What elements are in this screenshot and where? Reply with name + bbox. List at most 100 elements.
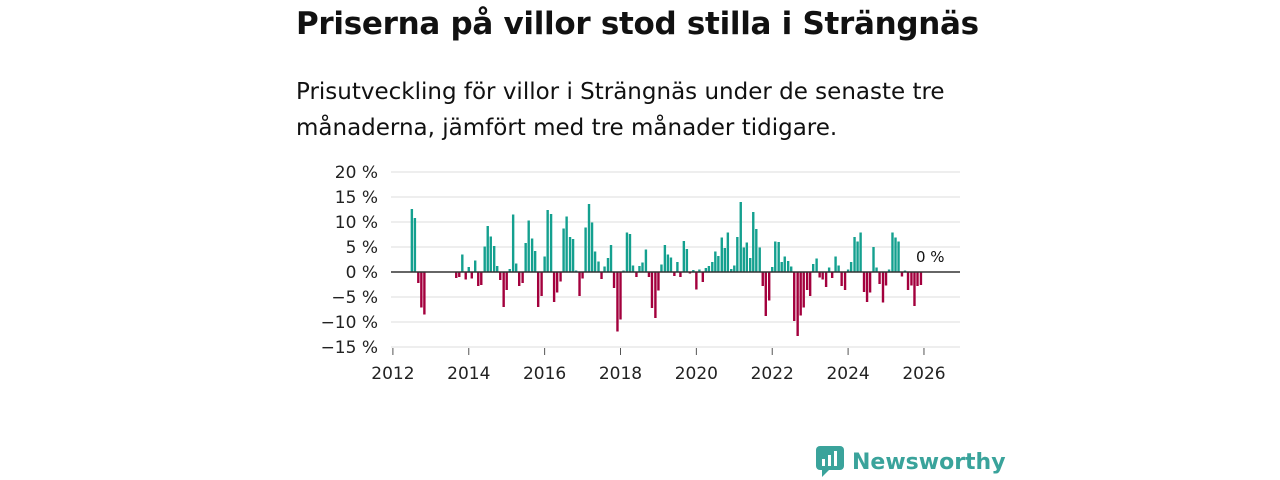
bar bbox=[685, 249, 689, 272]
bar bbox=[897, 241, 900, 272]
bar bbox=[609, 245, 613, 272]
bar bbox=[474, 260, 477, 272]
bar bbox=[916, 272, 919, 286]
bar bbox=[704, 268, 708, 272]
bar bbox=[891, 232, 894, 272]
bar bbox=[878, 272, 881, 284]
bar bbox=[631, 265, 635, 272]
y-tick-label: 20 % bbox=[335, 163, 378, 183]
bar bbox=[761, 272, 764, 286]
bar bbox=[420, 272, 423, 308]
bar bbox=[790, 266, 793, 272]
bar bbox=[865, 272, 869, 302]
bar bbox=[533, 251, 537, 272]
bar bbox=[824, 272, 828, 287]
bar bbox=[584, 227, 587, 272]
bar bbox=[868, 272, 872, 293]
bar bbox=[467, 267, 470, 272]
bar bbox=[793, 272, 796, 321]
bar bbox=[410, 209, 414, 272]
bar bbox=[682, 241, 686, 272]
bar bbox=[884, 272, 888, 286]
bar bbox=[496, 266, 499, 272]
bar bbox=[771, 267, 774, 272]
latest-value-label: 0 % bbox=[916, 248, 945, 266]
bar bbox=[872, 247, 875, 272]
bar bbox=[755, 229, 758, 272]
bar bbox=[502, 272, 505, 307]
bar bbox=[717, 256, 720, 272]
bar bbox=[521, 272, 524, 283]
price-change-bar-chart: 20 % 15 % 10 % 5 % 0 % −5 % −10 % −15 % 2012 2014… bbox=[321, 163, 960, 384]
bar bbox=[720, 237, 723, 272]
bar bbox=[881, 272, 885, 303]
bar bbox=[461, 254, 464, 272]
bar bbox=[707, 266, 711, 272]
bar bbox=[514, 263, 518, 272]
bar bbox=[625, 232, 629, 272]
bar bbox=[774, 241, 777, 272]
bar bbox=[768, 272, 771, 301]
bar bbox=[853, 237, 856, 272]
bar bbox=[698, 269, 701, 272]
bar bbox=[458, 272, 461, 277]
bar bbox=[711, 262, 714, 272]
bar bbox=[783, 256, 786, 272]
bar bbox=[540, 272, 543, 296]
bar bbox=[654, 272, 657, 318]
x-tick-label: 2020 bbox=[675, 364, 718, 384]
bar bbox=[875, 267, 878, 272]
bar bbox=[701, 272, 705, 282]
bar bbox=[612, 272, 616, 288]
bar bbox=[736, 237, 739, 272]
bar bbox=[606, 258, 610, 272]
bar bbox=[489, 236, 492, 272]
bar bbox=[862, 272, 866, 292]
bar bbox=[518, 272, 521, 286]
x-tick-label: 2022 bbox=[751, 364, 794, 384]
bar bbox=[906, 272, 910, 290]
bar bbox=[660, 264, 663, 272]
bar bbox=[837, 265, 840, 272]
bar bbox=[593, 251, 597, 272]
bar bbox=[900, 272, 904, 277]
bar bbox=[641, 262, 644, 272]
x-tick-label: 2026 bbox=[902, 364, 945, 384]
bar bbox=[666, 254, 670, 272]
bar bbox=[597, 261, 600, 272]
bar bbox=[758, 247, 761, 272]
x-tick-label: 2016 bbox=[523, 364, 566, 384]
bar bbox=[581, 272, 584, 279]
labels: 20 % 15 % 10 % 5 % 0 % −5 % −10 % −15 % 2012 2014… bbox=[321, 163, 946, 384]
bar bbox=[777, 242, 780, 272]
bar bbox=[552, 272, 556, 302]
bar bbox=[559, 272, 562, 282]
bar bbox=[676, 262, 679, 272]
bar bbox=[546, 210, 549, 272]
bar bbox=[650, 272, 654, 308]
bar bbox=[679, 272, 682, 277]
bar bbox=[733, 265, 736, 272]
bar bbox=[739, 202, 742, 272]
bar bbox=[480, 272, 483, 285]
bar bbox=[423, 272, 426, 315]
bar bbox=[455, 272, 458, 278]
bar bbox=[603, 266, 606, 272]
bar bbox=[887, 269, 891, 272]
bar bbox=[578, 272, 581, 296]
bar bbox=[840, 272, 843, 286]
bar bbox=[799, 272, 802, 316]
y-tick-label: 5 % bbox=[346, 238, 378, 258]
bar bbox=[673, 272, 676, 276]
bar bbox=[745, 242, 749, 272]
bar bbox=[413, 218, 417, 272]
bar bbox=[470, 272, 473, 279]
bar bbox=[913, 272, 916, 306]
bar bbox=[477, 272, 480, 286]
bar bbox=[796, 272, 799, 336]
bar bbox=[742, 247, 745, 272]
bar bbox=[723, 248, 727, 272]
bar bbox=[749, 258, 752, 272]
bar bbox=[919, 272, 923, 285]
bar bbox=[843, 272, 847, 290]
